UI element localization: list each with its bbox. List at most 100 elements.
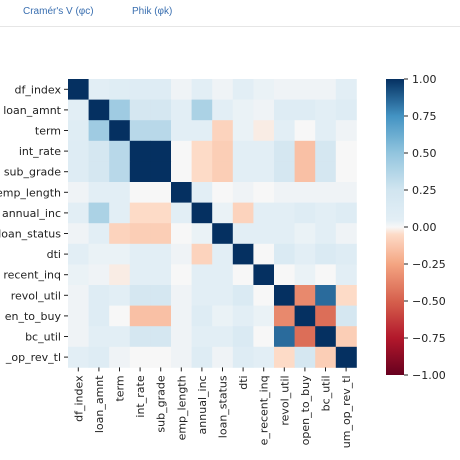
heatmap-cell-2-9 <box>253 120 275 142</box>
heatmap-cell-13-3 <box>129 346 151 368</box>
col-label: df_index <box>72 375 85 422</box>
heatmap-cell-4-1 <box>88 161 110 183</box>
heatmap-cell-6-2 <box>109 202 131 224</box>
heatmap-cell-11-2 <box>109 305 131 327</box>
heatmap-cell-10-0 <box>68 285 89 306</box>
heatmap-cell-0-11 <box>294 79 316 100</box>
heatmap-cell-7-10 <box>274 223 295 245</box>
heatmap-cell-6-11 <box>294 202 316 224</box>
heatmap-cell-7-2 <box>109 223 131 245</box>
heatmap-cell-4-3 <box>129 161 151 183</box>
row-label: annual_inc <box>2 207 61 220</box>
col-label: bc_util <box>320 375 333 411</box>
heatmap-cell-12-5 <box>171 326 192 348</box>
heatmap-cell-5-9 <box>253 182 275 203</box>
heatmap-cell-6-6 <box>191 202 213 224</box>
colorbar-tick-label: 0.00 <box>412 221 437 234</box>
heatmap-cell-5-13 <box>335 182 357 203</box>
heatmap-cell-6-12 <box>315 202 337 224</box>
heatmap-cell-2-0 <box>68 120 89 142</box>
heatmap-cell-10-4 <box>150 285 172 306</box>
heatmap-cell-11-12 <box>315 305 337 327</box>
heatmap-cell-2-11 <box>294 120 316 142</box>
row-label: int_rate <box>19 145 61 158</box>
colorbar-tick-label: 0.75 <box>412 110 437 123</box>
heatmap-cell-3-2 <box>109 140 131 162</box>
heatmap-cell-10-7 <box>212 285 234 306</box>
heatmap-cell-7-1 <box>88 223 110 245</box>
heatmap-cell-3-8 <box>232 140 254 162</box>
colorbar-tick-label: −0.75 <box>412 332 446 345</box>
heatmap-cell-0-0 <box>68 79 89 100</box>
heatmap-cell-12-7 <box>212 326 234 348</box>
heatmap-cell-9-13 <box>335 264 357 286</box>
heatmap-cell-11-8 <box>232 305 254 327</box>
heatmap-cell-0-7 <box>212 79 234 100</box>
heatmap-cell-4-9 <box>253 161 275 183</box>
heatmap-cell-7-11 <box>294 223 316 245</box>
col-label: e_recent_inq <box>258 375 271 445</box>
col-label: um_op_rev_tl <box>340 375 353 448</box>
heatmap-cell-1-10 <box>274 99 295 121</box>
heatmap-cell-12-0 <box>68 326 89 348</box>
heatmap-cell-10-10 <box>274 285 295 306</box>
heatmap-cell-1-6 <box>191 99 213 121</box>
heatmap-cell-8-0 <box>68 243 89 265</box>
heatmap-cell-11-10 <box>274 305 295 327</box>
heatmap-cell-1-13 <box>335 99 357 121</box>
heatmap-cell-7-8 <box>232 223 254 245</box>
col-label: revol_util <box>278 375 291 425</box>
heatmap-cell-0-5 <box>171 79 192 100</box>
row-label: en_to_buy <box>5 310 62 323</box>
heatmap-cell-0-2 <box>109 79 131 100</box>
heatmap-cell-6-0 <box>68 202 89 224</box>
heatmap-cell-11-0 <box>68 305 89 327</box>
heatmap-cell-5-7 <box>212 182 234 203</box>
heatmap-cell-7-6 <box>191 223 213 245</box>
heatmap-cell-5-5 <box>171 182 192 203</box>
heatmap-cell-5-11 <box>294 182 316 203</box>
heatmap-cell-12-1 <box>88 326 110 348</box>
heatmap-cell-1-9 <box>253 99 275 121</box>
heatmap-cell-6-1 <box>88 202 110 224</box>
heatmap-cell-9-1 <box>88 264 110 286</box>
heatmap-cell-4-10 <box>274 161 295 183</box>
heatmap-cell-7-4 <box>150 223 172 245</box>
heatmap-cell-8-3 <box>129 243 151 265</box>
col-label: open_to_buy <box>299 375 312 445</box>
heatmap-cell-7-12 <box>315 223 337 245</box>
col-label: emp_length <box>175 375 188 440</box>
heatmap-cell-9-8 <box>232 264 254 286</box>
heatmap-cell-8-7 <box>212 243 234 265</box>
heatmap-cell-5-12 <box>315 182 337 203</box>
heatmap-cell-6-10 <box>274 202 295 224</box>
heatmap-cell-4-7 <box>212 161 234 183</box>
heatmap-cell-8-10 <box>274 243 295 265</box>
tab-bar: Cramér's V (φc) Phik (φk) <box>0 0 460 27</box>
heatmap-cell-5-1 <box>88 182 110 203</box>
heatmap-cell-3-10 <box>274 140 295 162</box>
heatmap-cell-11-9 <box>253 305 275 327</box>
heatmap-cell-10-11 <box>294 285 316 306</box>
heatmap-cell-6-9 <box>253 202 275 224</box>
heatmap-cell-4-4 <box>150 161 172 183</box>
heatmap-cell-9-6 <box>191 264 213 286</box>
heatmap-cell-1-4 <box>150 99 172 121</box>
heatmap-cell-6-7 <box>212 202 234 224</box>
colorbar-tick-label: −0.25 <box>412 258 446 271</box>
heatmap-cell-6-13 <box>335 202 357 224</box>
heatmap-cell-13-2 <box>109 346 131 368</box>
heatmap-cell-12-8 <box>232 326 254 348</box>
heatmap-cell-2-10 <box>274 120 295 142</box>
heatmap-cell-11-11 <box>294 305 316 327</box>
col-label: term <box>114 375 127 401</box>
heatmap-cell-8-8 <box>232 243 254 265</box>
heatmap-cell-13-10 <box>274 346 295 368</box>
heatmap-cell-2-13 <box>335 120 357 142</box>
heatmap-cell-5-8 <box>232 182 254 203</box>
tab-cramers-v[interactable]: Cramér's V (φc) <box>23 6 94 17</box>
heatmap-cell-0-4 <box>150 79 172 100</box>
heatmap-cell-13-11 <box>294 346 316 368</box>
tab-phik[interactable]: Phik (φk) <box>132 6 173 17</box>
heatmap-cell-1-12 <box>315 99 337 121</box>
